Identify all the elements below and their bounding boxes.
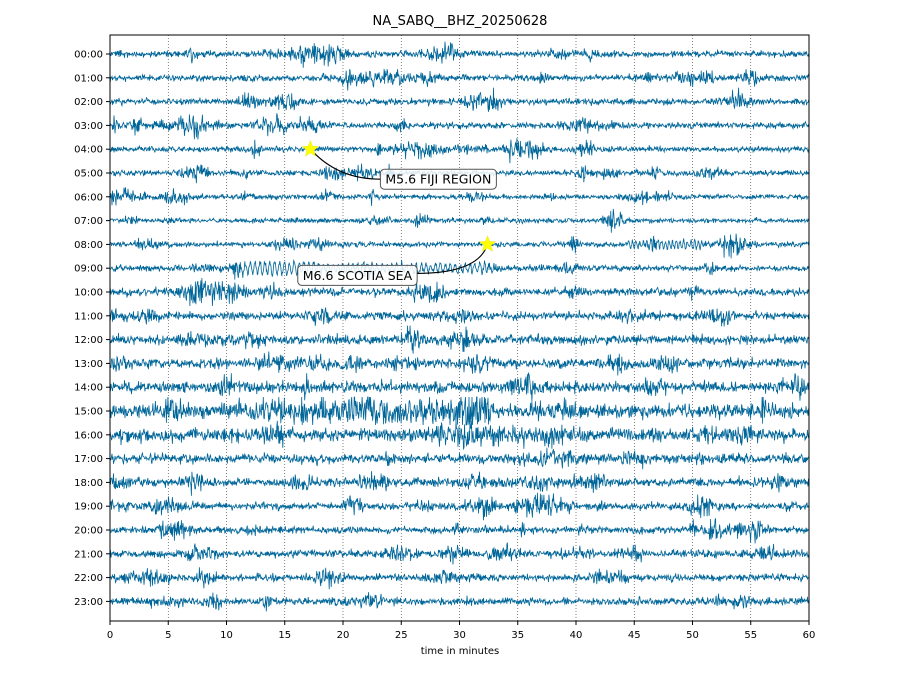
- x-tick-label: 60: [803, 630, 816, 641]
- event-connector: [313, 152, 381, 180]
- x-axis-label: time in minutes: [421, 646, 500, 657]
- y-tick-label: 11:00: [74, 311, 103, 322]
- trace-1700: [109, 447, 810, 470]
- y-tick-label: 23:00: [74, 597, 103, 608]
- x-tick-label: 0: [107, 630, 113, 641]
- x-tick-label: 35: [511, 630, 524, 641]
- x-tick-label: 20: [337, 630, 350, 641]
- trace-1500: [109, 396, 810, 426]
- x-tick-label: 10: [220, 630, 233, 641]
- event-annotations: M5.6 FIJI REGION M6.6 SCOTIA SEA: [297, 139, 497, 286]
- y-tick-label: 06:00: [74, 192, 103, 203]
- trace-0200: [109, 87, 810, 112]
- trace-2200: [109, 567, 810, 590]
- event-label: M6.6 SCOTIA SEA: [303, 268, 413, 283]
- y-tick-label: 12:00: [74, 335, 103, 346]
- event-star-marker: [478, 235, 497, 252]
- trace-2000: [109, 517, 810, 544]
- y-tick-label: 09:00: [74, 264, 103, 275]
- trace-0100: [109, 68, 810, 91]
- traces: [109, 41, 810, 612]
- trace-2100: [109, 542, 810, 565]
- y-tick-label: 17:00: [74, 454, 103, 465]
- event-star-marker: [301, 139, 320, 157]
- event-label: M5.6 FIJI REGION: [385, 172, 491, 187]
- trace-1800: [109, 471, 810, 496]
- x-tick-label: 15: [278, 630, 291, 641]
- trace-0400: [109, 138, 810, 164]
- trace-1900: [109, 492, 810, 521]
- y-tick-label: 03:00: [74, 121, 103, 132]
- y-tick-label: 07:00: [74, 216, 103, 227]
- trace-1400: [109, 371, 810, 402]
- y-tick-label: 16:00: [74, 430, 103, 441]
- row-labels: 00:00 01:00 02:00 03:00 04:00 05:00 06:00 07:00…: [74, 50, 110, 608]
- y-tick-label: 21:00: [74, 549, 103, 560]
- y-tick-label: 18:00: [74, 478, 103, 489]
- y-tick-label: 02:00: [74, 97, 103, 108]
- y-tick-label: 04:00: [74, 145, 103, 156]
- trace-0600: [109, 187, 810, 206]
- x-tick-label: 5: [165, 630, 171, 641]
- y-tick-label: 08:00: [74, 240, 103, 251]
- trace-0300: [109, 113, 810, 140]
- y-tick-label: 19:00: [74, 502, 103, 513]
- y-tick-label: 00:00: [74, 50, 103, 61]
- trace-1000: [109, 277, 810, 307]
- trace-1100: [109, 307, 810, 327]
- event-2: M6.6 SCOTIA SEA: [297, 235, 497, 286]
- chart-title: NA_SABQ__BHZ_20250628: [373, 14, 548, 29]
- x-tick-label: 45: [628, 630, 641, 641]
- x-ticks: 0 5 10 15 20 25 30 35 40 45 50 55 60: [107, 621, 816, 641]
- x-tick-label: 40: [570, 630, 583, 641]
- event-connector: [417, 249, 486, 274]
- x-tick-label: 25: [395, 630, 408, 641]
- trace-1200: [109, 325, 810, 354]
- y-tick-label: 13:00: [74, 359, 103, 370]
- trace-2300: [109, 592, 810, 612]
- trace-0000: [109, 41, 810, 68]
- y-tick-label: 22:00: [74, 573, 103, 584]
- event-label-box: [297, 264, 418, 286]
- y-tick-label: 01:00: [74, 73, 103, 84]
- x-tick-label: 30: [453, 630, 466, 641]
- y-tick-label: 15:00: [74, 407, 103, 418]
- y-tick-label: 10:00: [74, 288, 103, 299]
- x-tick-label: 50: [686, 630, 699, 641]
- trace-1600: [109, 420, 810, 451]
- y-tick-label: 14:00: [74, 383, 103, 394]
- event-1: M5.6 FIJI REGION: [301, 139, 497, 190]
- y-tick-label: 20:00: [74, 526, 103, 537]
- trace-0700: [109, 208, 810, 233]
- trace-0800: [109, 233, 810, 259]
- y-tick-label: 05:00: [74, 169, 103, 180]
- trace-1300: [109, 351, 810, 376]
- x-tick-label: 55: [744, 630, 757, 641]
